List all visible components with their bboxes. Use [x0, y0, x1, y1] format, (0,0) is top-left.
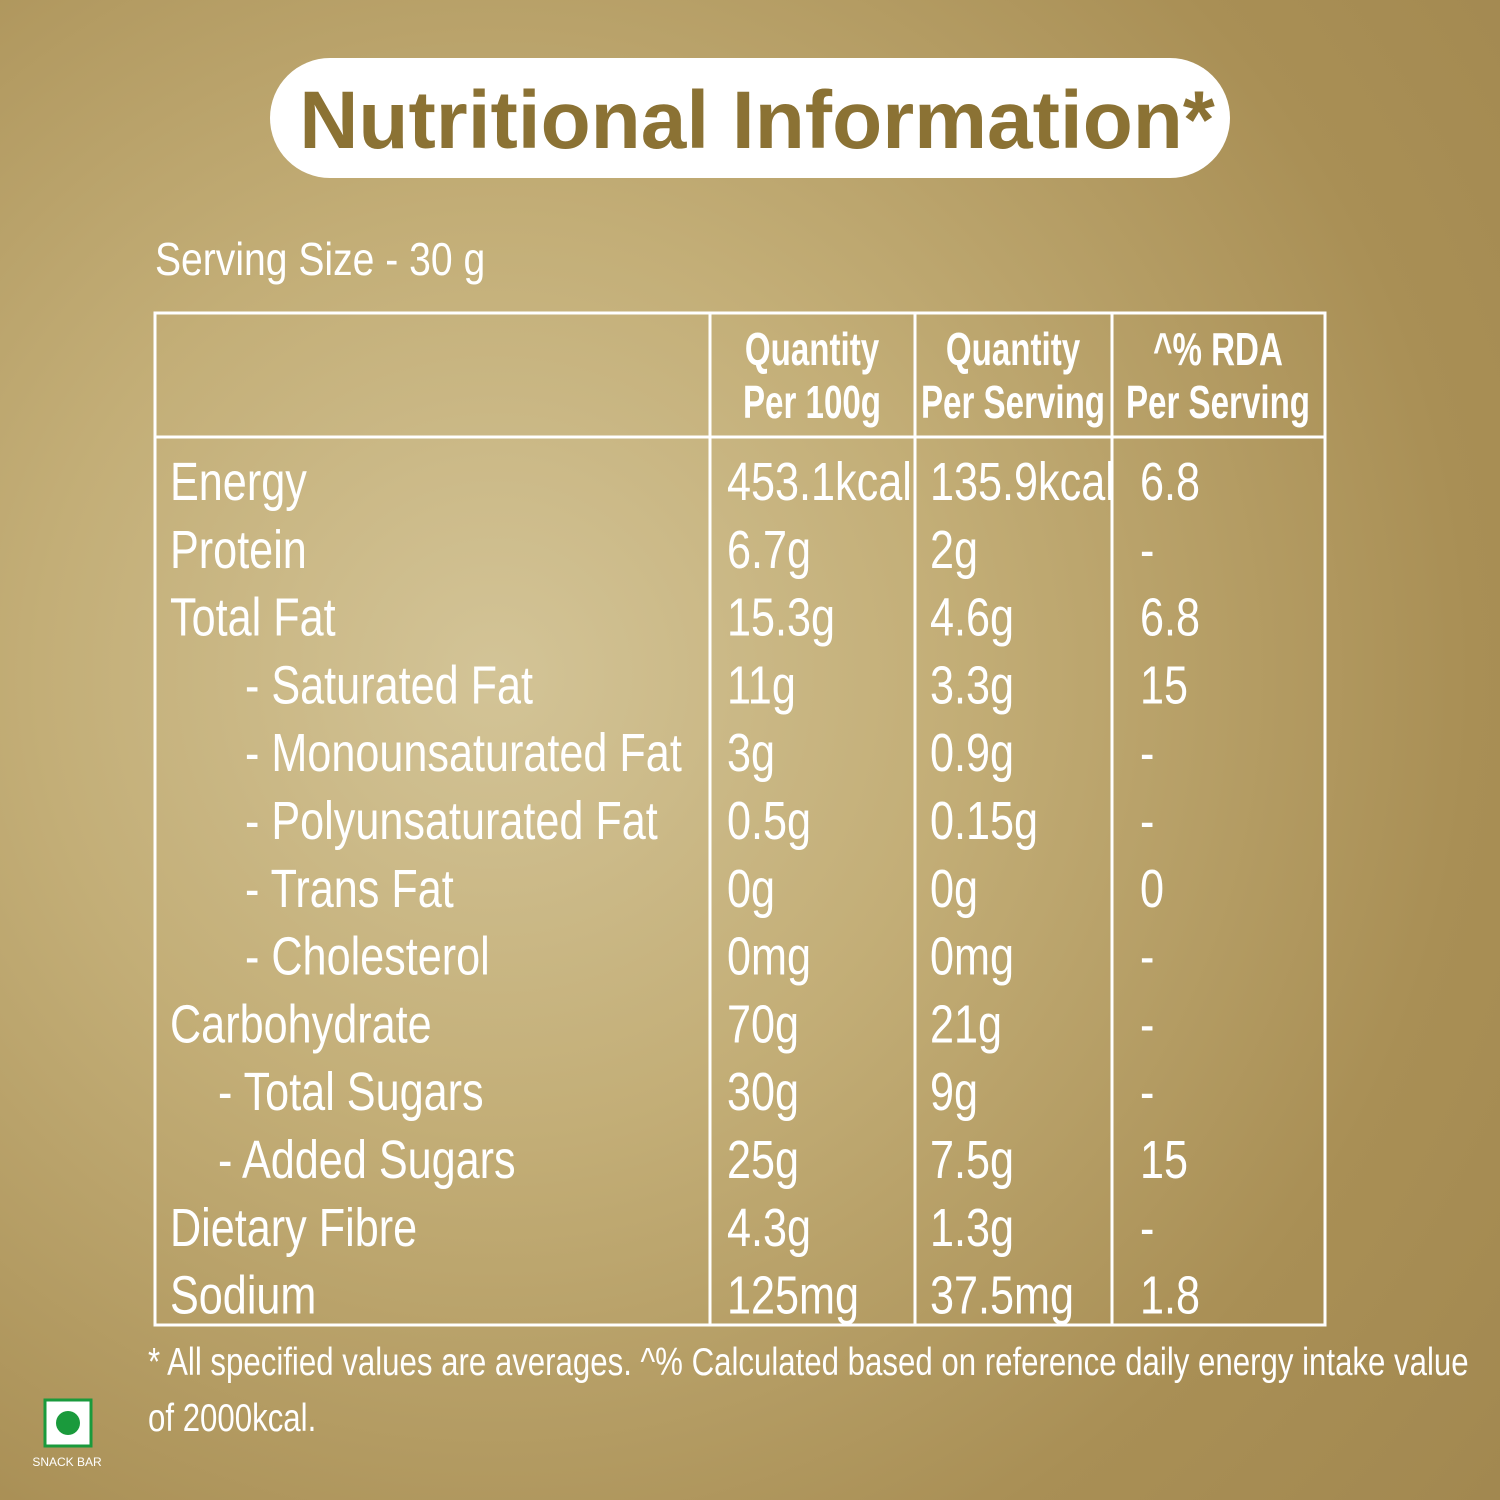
nutrient-value: 4.6g — [930, 588, 1014, 648]
nutrient-value: 0mg — [727, 927, 811, 987]
nutrient-name: - Total Sugars — [218, 1063, 484, 1123]
column-header: Per Serving — [1126, 378, 1310, 428]
nutrient-name: - Monounsaturated Fat — [245, 724, 682, 784]
nutrient-name: Energy — [170, 453, 307, 513]
column-header: Quantity — [745, 325, 880, 375]
title-pill — [270, 58, 1230, 178]
nutrient-value: 7.5g — [930, 1131, 1014, 1191]
nutrient-value: 0g — [930, 859, 978, 919]
nutrient-value: 21g — [930, 995, 1002, 1055]
nutrient-name: Total Fat — [170, 588, 336, 648]
nutrient-value: 1.8 — [1140, 1266, 1200, 1326]
table-border — [153, 311, 1327, 1327]
nutrient-value: 0g — [727, 859, 775, 919]
nutrient-value: 135.9kcal — [930, 453, 1115, 513]
nutrient-value: - — [1140, 520, 1154, 580]
column-header: ^% RDA — [1153, 325, 1283, 375]
nutrient-value: 3.3g — [930, 656, 1014, 716]
nutrient-value: 0.15g — [930, 792, 1038, 852]
veg-dot — [56, 1411, 80, 1435]
column-header: Per Serving — [921, 378, 1105, 428]
nutrient-name: - Added Sugars — [218, 1131, 516, 1191]
column-header: Quantity — [946, 325, 1081, 375]
nutrient-value: - — [1140, 927, 1154, 987]
nutrient-value: 0mg — [930, 927, 1014, 987]
nutrient-value: - — [1140, 792, 1154, 852]
nutrient-value: 15 — [1140, 656, 1188, 716]
column-header: Per 100g — [743, 378, 881, 428]
title: Nutritional Information* — [299, 75, 1215, 166]
footnote: * All specified values are averages. ^% … — [148, 1341, 1469, 1440]
nutrient-name: - Cholesterol — [245, 927, 490, 987]
nutrient-name: - Trans Fat — [245, 859, 454, 919]
nutrient-value: 30g — [727, 1063, 799, 1123]
nutrient-value: 1.3g — [930, 1198, 1014, 1258]
nutrient-value: - — [1140, 995, 1154, 1055]
nutrient-value: 0 — [1140, 859, 1164, 919]
nutrient-name: - Saturated Fat — [245, 656, 533, 716]
nutrient-value: 25g — [727, 1131, 799, 1191]
nutrient-value: 6.7g — [727, 520, 811, 580]
nutrient-value: 15 — [1140, 1131, 1188, 1191]
nutrient-name: - Polyunsaturated Fat — [245, 792, 658, 852]
nutrient-value: - — [1140, 1198, 1154, 1258]
nutrient-value: 11g — [727, 656, 796, 716]
nutrient-value: 125mg — [727, 1266, 859, 1326]
nutrient-name: Carbohydrate — [170, 995, 432, 1055]
nutrient-name: Protein — [170, 520, 307, 580]
nutrient-value: 6.8 — [1140, 453, 1200, 513]
nutrient-value: 6.8 — [1140, 588, 1200, 648]
nutrient-value: 0.9g — [930, 724, 1014, 784]
nutrient-value: 4.3g — [727, 1198, 811, 1258]
nutrient-value: 0.5g — [727, 792, 811, 852]
badge-label: SNACK BAR — [32, 1455, 102, 1469]
nutrient-name: Sodium — [170, 1266, 316, 1326]
nutrient-value: 70g — [727, 995, 799, 1055]
nutrient-value: 37.5mg — [930, 1266, 1074, 1326]
nutrient-value: 2g — [930, 520, 978, 580]
nutrient-value: - — [1140, 724, 1154, 784]
nutrient-value: - — [1140, 1063, 1154, 1123]
serving-size: Serving Size - 30 g — [155, 234, 485, 286]
nutrient-value: 9g — [930, 1063, 978, 1123]
nutrient-value: 3g — [727, 724, 775, 784]
nutrient-name: Dietary Fibre — [170, 1198, 417, 1258]
nutrient-value: 453.1kcal — [727, 453, 912, 513]
nutrient-value: 15.3g — [727, 588, 835, 648]
